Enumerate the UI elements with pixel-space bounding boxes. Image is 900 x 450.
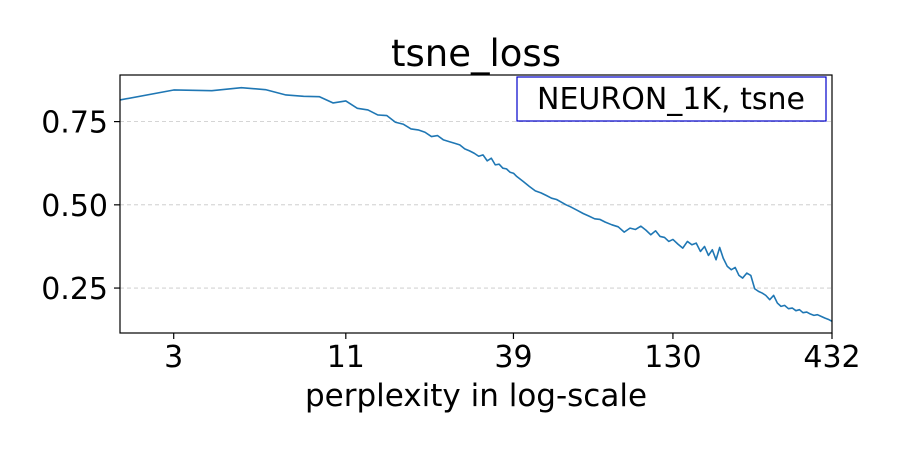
legend-label: NEURON_1K, tsne: [537, 82, 805, 117]
y-tick-label: 0.50: [41, 189, 108, 224]
x-tick-label: 39: [494, 340, 532, 375]
y-tick-label: 0.25: [41, 272, 108, 307]
chart-title: tsne_loss: [391, 32, 561, 75]
x-tick-label: 432: [803, 340, 860, 375]
legend: NEURON_1K, tsne: [516, 76, 827, 122]
x-tick-label: 11: [327, 340, 365, 375]
tick-layer: 0.25 0.50 0.75 3 11 39 130 432: [41, 106, 860, 375]
series-line: [119, 86, 833, 323]
plot-frame: [119, 74, 833, 334]
x-axis-label: perplexity in log-scale: [305, 378, 647, 414]
series-layer: [119, 86, 833, 323]
x-tick-label: 130: [644, 340, 701, 375]
x-tick-label: 3: [164, 340, 183, 375]
legend-box: [516, 76, 827, 122]
y-tick-label: 0.75: [41, 106, 108, 141]
